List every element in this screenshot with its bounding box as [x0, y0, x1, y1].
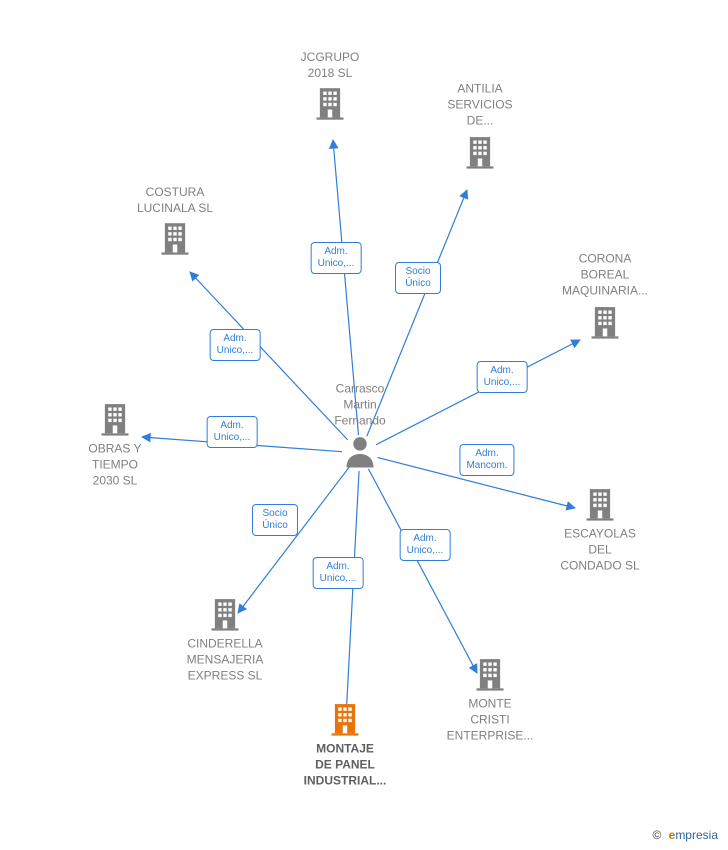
building-icon: [545, 486, 655, 522]
node-label: COSTURA LUCINALA SL: [120, 184, 230, 216]
building-icon: [290, 701, 400, 737]
diagram-canvas: Carrasco Martin Fernando JCGRUPO 2018 SL…: [0, 0, 728, 850]
node-costura[interactable]: COSTURA LUCINALA SL: [120, 184, 230, 256]
brand-rest: mpresia: [675, 828, 718, 842]
building-icon: [550, 303, 660, 339]
node-label: JCGRUPO 2018 SL: [275, 49, 385, 81]
copyright-symbol: ©: [652, 828, 661, 842]
node-label: CORONA BOREAL MAQUINARIA...: [550, 251, 660, 300]
node-escayolas[interactable]: ESCAYOLAS DEL CONDADO SL: [545, 486, 655, 575]
edge-monte: [368, 469, 477, 673]
watermark: © empresia: [652, 828, 718, 842]
edge-label-obras: Adm. Unico,...: [207, 416, 258, 448]
edge-label-cinderella: Socio Único: [252, 504, 298, 536]
building-icon: [170, 596, 280, 632]
edge-montaje: [346, 471, 359, 718]
edge-label-monte: Adm. Unico,...: [400, 529, 451, 561]
edge-label-escayolas: Adm. Mancom.: [459, 444, 514, 476]
node-label: MONTE CRISTI ENTERPRISE...: [435, 696, 545, 745]
edge-label-antilia: Socio Único: [395, 262, 441, 294]
node-cinderella[interactable]: CINDERELLA MENSAJERIA EXPRESS SL: [170, 596, 280, 685]
node-montaje[interactable]: MONTAJE DE PANEL INDUSTRIAL...: [290, 701, 400, 790]
person-icon: [305, 433, 415, 469]
node-obras[interactable]: OBRAS Y TIEMPO 2030 SL: [60, 401, 170, 490]
building-icon: [435, 656, 545, 692]
node-jcgrupo[interactable]: JCGRUPO 2018 SL: [275, 49, 385, 121]
building-icon: [275, 85, 385, 121]
node-label: ANTILIA SERVICIOS DE...: [425, 81, 535, 130]
edge-label-montaje: Adm. Unico,...: [313, 557, 364, 589]
node-label: ESCAYOLAS DEL CONDADO SL: [545, 526, 655, 575]
edge-label-corona: Adm. Unico,...: [477, 361, 528, 393]
node-label: MONTAJE DE PANEL INDUSTRIAL...: [290, 741, 400, 790]
node-corona[interactable]: CORONA BOREAL MAQUINARIA...: [550, 251, 660, 340]
edge-label-jcgrupo: Adm. Unico,...: [311, 242, 362, 274]
building-icon: [60, 401, 170, 437]
center-node[interactable]: Carrasco Martin Fernando: [305, 381, 415, 470]
node-label: OBRAS Y TIEMPO 2030 SL: [60, 441, 170, 490]
center-label: Carrasco Martin Fernando: [305, 381, 415, 430]
building-icon: [425, 133, 535, 169]
node-monte[interactable]: MONTE CRISTI ENTERPRISE...: [435, 656, 545, 745]
edge-label-costura: Adm. Unico,...: [210, 329, 261, 361]
edge-cinderella: [238, 467, 349, 613]
node-antilia[interactable]: ANTILIA SERVICIOS DE...: [425, 81, 535, 170]
building-icon: [120, 220, 230, 256]
node-label: CINDERELLA MENSAJERIA EXPRESS SL: [170, 636, 280, 685]
